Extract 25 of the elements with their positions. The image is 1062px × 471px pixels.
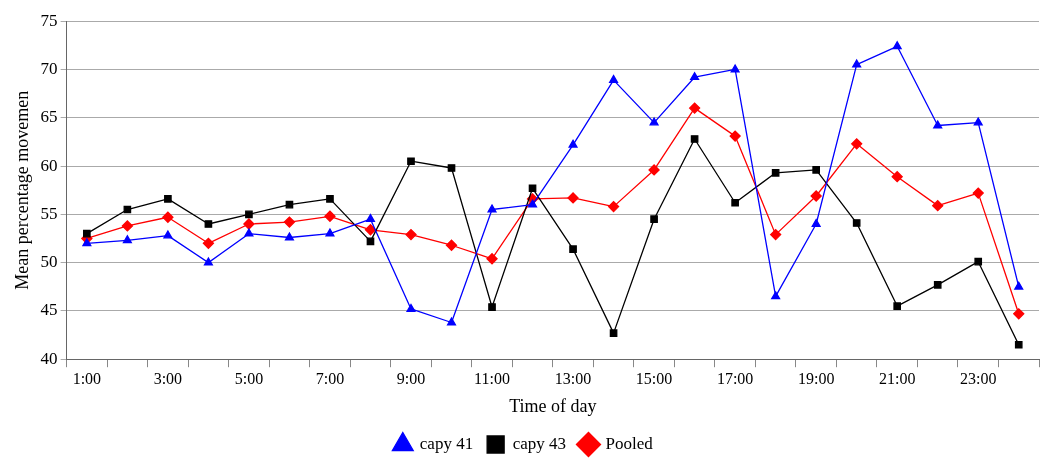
x-tick-label: 7:00 [315, 370, 345, 387]
y-tick-label: 40 [40, 348, 58, 368]
x-tick-label: 1:00 [72, 370, 102, 387]
y-tick-label: 65 [40, 107, 58, 127]
x-tick-label: 17:00 [716, 370, 754, 387]
x-tick-label: 3:00 [153, 370, 183, 387]
legend-label: Pooled [605, 433, 654, 453]
x-axis-title: Time of day [509, 395, 597, 416]
x-tick-label: 9:00 [396, 370, 426, 387]
legend-label: capy 43 [512, 433, 566, 453]
y-tick-label: 70 [40, 58, 58, 78]
x-tick-label: 21:00 [878, 370, 916, 387]
x-tick-label: 19:00 [797, 370, 835, 387]
x-tick-label: 13:00 [554, 370, 592, 387]
x-tick-label: 11:00 [474, 370, 510, 387]
y-tick-label: 55 [40, 203, 58, 223]
x-tick-label: 15:00 [635, 370, 673, 387]
x-tick-label: 23:00 [960, 370, 997, 387]
legend-label: capy 41 [419, 433, 474, 453]
y-tick-label: 50 [40, 252, 58, 272]
y-tick-label: 45 [40, 300, 58, 320]
y-axis-title: Mean percentage movemen [11, 90, 32, 290]
y-tick-label: 75 [40, 10, 58, 30]
y-tick-label: 60 [40, 155, 58, 175]
x-tick-label: 5:00 [234, 370, 264, 387]
